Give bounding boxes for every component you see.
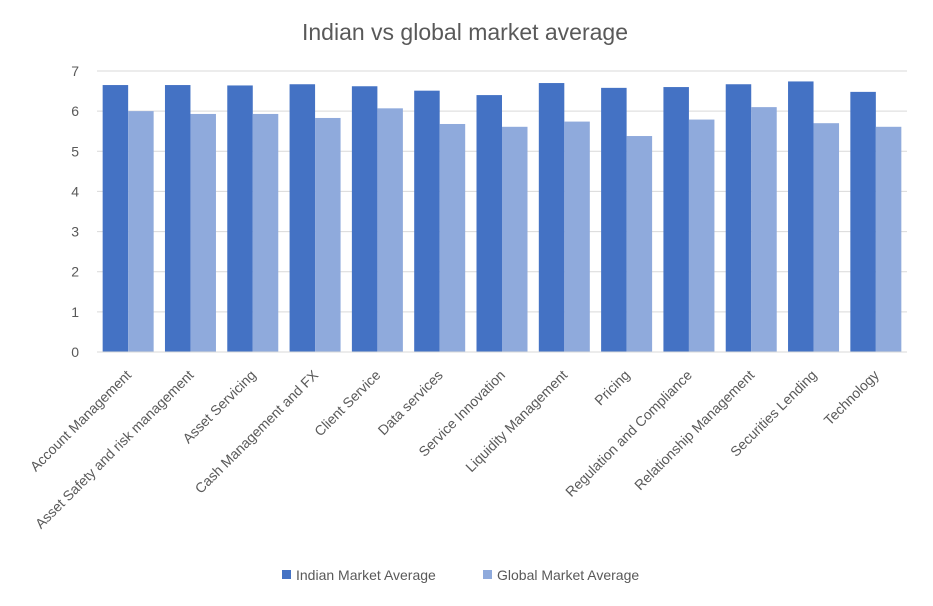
y-axis-ticks: 0 1 2 3 4 5 6 7 bbox=[71, 63, 79, 360]
y-tick-label: 3 bbox=[71, 224, 79, 240]
legend-swatch bbox=[282, 570, 291, 579]
x-category-label: Relationship Management bbox=[631, 367, 757, 493]
bar-global bbox=[252, 113, 279, 353]
bar-global bbox=[128, 111, 154, 353]
bars bbox=[102, 81, 902, 353]
bar-indian bbox=[601, 87, 627, 353]
bar-indian bbox=[476, 95, 502, 352]
bar-indian bbox=[351, 86, 378, 353]
bar-global bbox=[190, 113, 216, 353]
bar-indian bbox=[538, 83, 565, 353]
bar-indian bbox=[725, 84, 752, 353]
y-tick-label: 6 bbox=[71, 103, 79, 119]
x-category-label: Pricing bbox=[591, 367, 633, 409]
bar-global bbox=[439, 123, 466, 352]
x-category-label: Liquidity Management bbox=[462, 367, 570, 475]
legend: Indian Market Average Global Market Avera… bbox=[282, 567, 639, 583]
x-category-label: Cash Management and FX bbox=[192, 366, 322, 496]
x-category-label: Regulation and Compliance bbox=[562, 367, 695, 500]
legend-label: Global Market Average bbox=[497, 567, 639, 583]
x-category-label: Client Service bbox=[311, 367, 384, 440]
bar-indian bbox=[663, 87, 689, 353]
bar-global bbox=[315, 117, 341, 353]
y-tick-label: 1 bbox=[71, 304, 79, 320]
legend-swatch bbox=[483, 570, 492, 579]
y-tick-label: 4 bbox=[71, 183, 79, 199]
bar-indian bbox=[289, 84, 316, 353]
bar-indian bbox=[414, 90, 440, 353]
y-tick-label: 0 bbox=[71, 344, 79, 360]
y-tick-label: 2 bbox=[71, 264, 79, 280]
bar-indian bbox=[788, 81, 814, 353]
legend-label: Indian Market Average bbox=[296, 567, 436, 583]
bar-global bbox=[377, 108, 403, 352]
bar-indian bbox=[227, 85, 253, 353]
bar-indian bbox=[850, 91, 876, 353]
bar-global bbox=[502, 126, 528, 352]
x-category-label: Account Management bbox=[27, 367, 135, 475]
y-tick-label: 7 bbox=[71, 63, 79, 79]
bar-global bbox=[875, 126, 902, 352]
bar-global bbox=[751, 107, 777, 352]
bar-indian bbox=[102, 85, 129, 353]
bar-global bbox=[688, 119, 715, 352]
bar-global bbox=[564, 121, 590, 352]
bar-indian bbox=[164, 85, 191, 353]
y-tick-label: 5 bbox=[71, 143, 79, 159]
chart-title: Indian vs global market average bbox=[302, 19, 628, 45]
x-category-label: Technology bbox=[821, 367, 882, 428]
bar-global bbox=[813, 123, 840, 352]
bar-global bbox=[626, 136, 653, 352]
